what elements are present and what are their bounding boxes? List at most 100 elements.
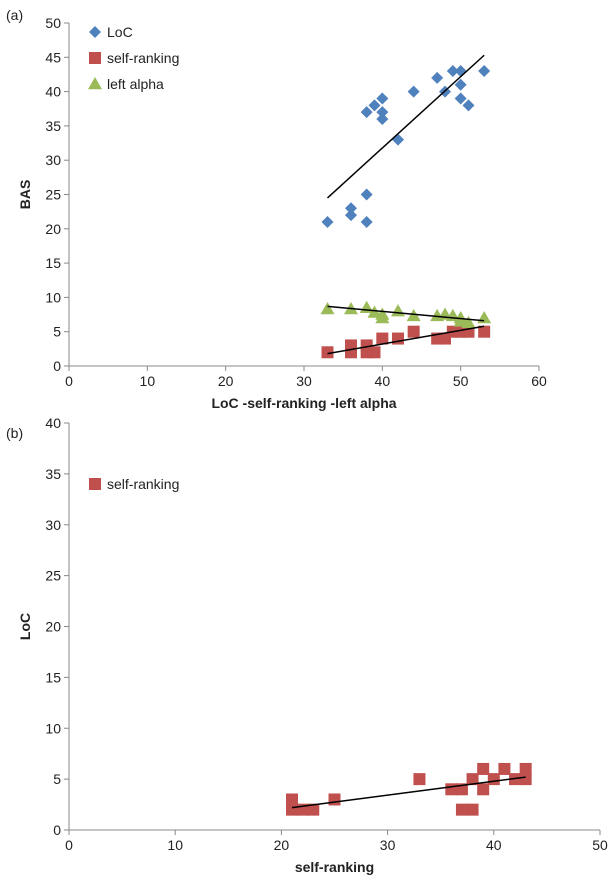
legend-marker-left-alpha — [88, 77, 102, 90]
trendline-self-ranking — [327, 325, 485, 355]
data-point — [375, 310, 390, 324]
legend-label-self-ranking: self-ranking — [107, 50, 179, 66]
x-tick-label: 30 — [380, 837, 396, 853]
y-tick-label: 35 — [45, 466, 61, 482]
data-point — [477, 762, 490, 775]
x-tick-label: 20 — [218, 373, 234, 389]
data-point — [307, 803, 320, 816]
data-point — [466, 803, 479, 816]
legend-marker-self-ranking — [89, 478, 101, 490]
x-tick-label: 0 — [65, 837, 73, 853]
y-tick-label: 15 — [45, 669, 61, 685]
data-point — [461, 315, 476, 329]
x-axis-title: LoC -self-ranking -left alpha — [211, 395, 396, 411]
trendline-loc — [326, 54, 485, 199]
data-point — [413, 773, 426, 786]
data-point — [345, 202, 357, 215]
y-tick-label: 35 — [45, 118, 61, 134]
y-tick-label: 40 — [45, 84, 61, 100]
legend-label-loc: LoC — [107, 24, 133, 40]
data-point — [455, 803, 468, 816]
chart-panel-b: 0 5 10 15 20 25 30 35 40 0 10 20 30 40 50 self-ranking L… — [17, 415, 608, 875]
data-point — [376, 113, 389, 126]
x-tick-label: 30 — [296, 373, 312, 389]
data-point — [407, 85, 420, 98]
data-point — [360, 215, 373, 228]
data-point — [321, 346, 334, 359]
data-point — [431, 71, 444, 84]
x-tick-label: 20 — [274, 837, 290, 853]
series-left-alpha — [320, 300, 492, 329]
series-self-ranking — [321, 325, 491, 359]
data-point — [406, 308, 421, 322]
x-tick-label: 10 — [140, 373, 156, 389]
data-point — [454, 78, 467, 91]
y-axis-title: BAS — [17, 180, 33, 210]
data-point — [454, 92, 467, 105]
y-tick-label: 15 — [45, 255, 61, 271]
legend-label-self-ranking: self-ranking — [107, 476, 179, 492]
chart-panel-a: 0 5 10 15 20 25 30 35 40 45 50 0 10 20 30 40 50 60 LoC -se… — [17, 15, 547, 411]
x-axis-title: self-ranking — [295, 859, 374, 875]
legend: LoC self-ranking left alpha — [88, 24, 179, 92]
y-tick-label: 30 — [45, 152, 61, 168]
data-point — [478, 65, 491, 78]
data-point — [487, 773, 500, 786]
x-tick-label: 0 — [65, 373, 73, 389]
data-point — [286, 793, 299, 806]
y-tick-label: 50 — [45, 15, 61, 31]
panel-label-b: (b) — [6, 425, 23, 441]
data-point — [454, 65, 467, 78]
data-point — [328, 793, 341, 806]
data-point — [407, 325, 420, 338]
y-tick-label: 25 — [45, 568, 61, 584]
y-tick-label: 30 — [45, 517, 61, 533]
y-tick-label: 5 — [53, 771, 61, 787]
data-point — [478, 325, 491, 338]
y-tick-label: 0 — [53, 358, 61, 374]
legend-marker-self-ranking — [89, 52, 101, 64]
data-point — [360, 188, 373, 201]
data-point — [519, 762, 532, 775]
y-tick-label: 40 — [45, 415, 61, 431]
x-tick-label: 60 — [531, 373, 547, 389]
trendline-left-alpha — [327, 305, 485, 322]
data-point — [345, 209, 357, 222]
panel-label-a: (a) — [6, 7, 23, 23]
data-point — [376, 92, 389, 105]
legend: self-ranking — [89, 476, 179, 492]
data-point — [519, 773, 532, 786]
x-tick-label: 10 — [167, 837, 183, 853]
data-point — [320, 302, 335, 315]
series-self-ranking — [286, 762, 532, 816]
data-point — [321, 215, 334, 228]
y-tick-label: 20 — [45, 619, 61, 635]
x-tick-label: 40 — [486, 837, 502, 853]
y-tick-label: 25 — [45, 187, 61, 203]
legend-marker-loc — [89, 26, 101, 38]
data-point — [376, 106, 389, 119]
data-point — [367, 305, 382, 318]
data-point — [368, 99, 381, 112]
data-point — [446, 65, 459, 78]
x-tick-label: 40 — [375, 373, 391, 389]
x-tick-label: 50 — [453, 373, 469, 389]
y-tick-label: 20 — [45, 221, 61, 237]
data-point — [376, 332, 389, 345]
data-point — [498, 762, 511, 775]
series-loc — [321, 65, 491, 228]
data-point — [445, 783, 458, 796]
x-tick-label: 50 — [592, 837, 608, 853]
data-point — [462, 99, 475, 112]
data-point — [391, 304, 405, 317]
trendline-self-ranking — [291, 776, 526, 809]
y-axis-title: LoC — [17, 613, 33, 640]
y-tick-label: 45 — [45, 49, 61, 65]
data-point — [477, 783, 490, 796]
y-tick-label: 10 — [45, 289, 61, 305]
y-tick-label: 0 — [53, 822, 61, 838]
data-point — [466, 773, 479, 786]
data-point — [477, 310, 492, 324]
data-point — [360, 106, 373, 119]
data-point — [286, 803, 299, 816]
